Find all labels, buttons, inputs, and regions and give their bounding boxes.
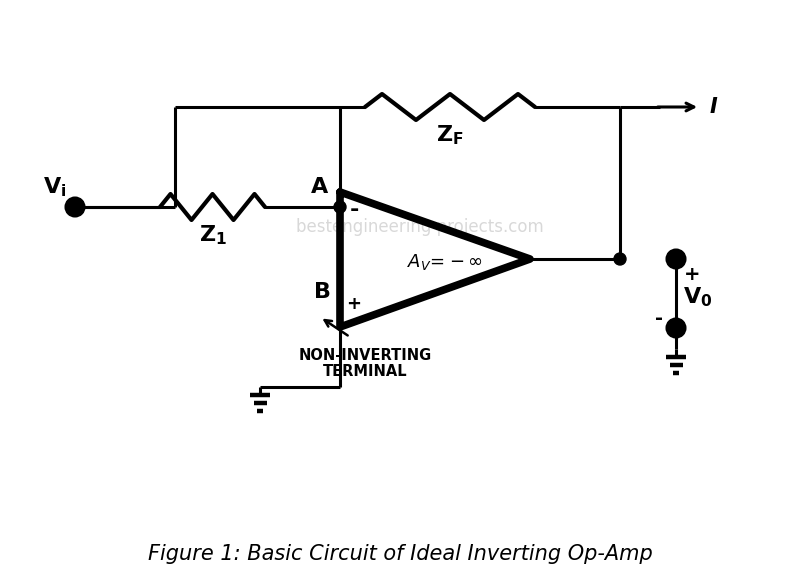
- Text: B: B: [314, 282, 330, 302]
- Text: +: +: [684, 265, 700, 285]
- Circle shape: [667, 319, 685, 337]
- Text: $\mathbf{V_0}$: $\mathbf{V_0}$: [683, 285, 713, 309]
- Text: A: A: [311, 177, 329, 197]
- Text: -: -: [655, 308, 663, 328]
- Text: $\mathbf{Z_1}$: $\mathbf{Z_1}$: [198, 223, 226, 247]
- Circle shape: [667, 250, 685, 268]
- Text: -: -: [350, 200, 358, 220]
- Circle shape: [334, 201, 346, 213]
- Text: TERMINAL: TERMINAL: [322, 364, 407, 378]
- Text: $\mathbf{Z_F}$: $\mathbf{Z_F}$: [436, 123, 464, 147]
- Text: bestengineering projects.com: bestengineering projects.com: [296, 218, 544, 236]
- Circle shape: [66, 198, 84, 216]
- Text: NON-INVERTING: NON-INVERTING: [298, 347, 432, 363]
- Text: Figure 1: Basic Circuit of Ideal Inverting Op-Amp: Figure 1: Basic Circuit of Ideal Inverti…: [148, 544, 652, 564]
- Circle shape: [614, 253, 626, 265]
- Text: I: I: [710, 97, 718, 117]
- Text: $\mathbf{V_i}$: $\mathbf{V_i}$: [43, 175, 66, 199]
- Text: +: +: [346, 295, 362, 313]
- Text: $A_V\!=\!-\infty$: $A_V\!=\!-\infty$: [407, 252, 483, 272]
